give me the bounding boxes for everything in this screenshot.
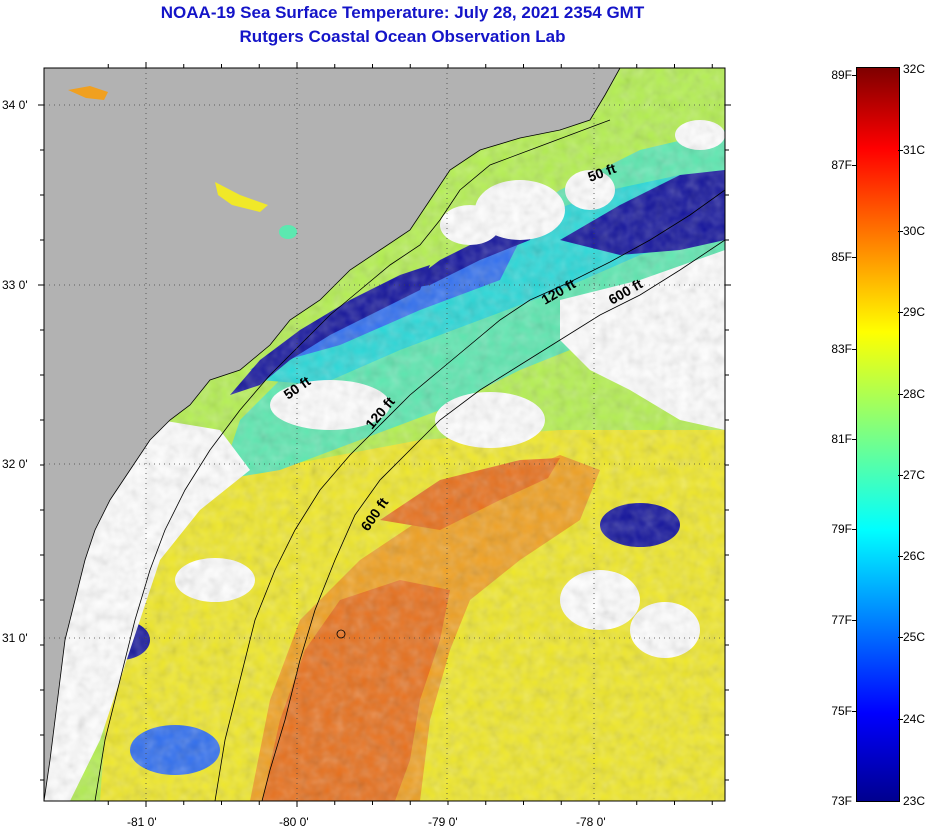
colorbar-tick (898, 556, 903, 557)
colorbar-tick (898, 637, 903, 638)
sst-map: 50 ft 120 ft 600 ft 50 ft 120 ft 600 ft … (2, 62, 731, 829)
colorbar-label-f: 75F (831, 704, 852, 718)
contour-50ft (94, 119, 611, 801)
lat-label: 32 0' (2, 457, 28, 471)
colorbar-label-f: 79F (831, 522, 852, 536)
colorbar-label-f: 81F (831, 432, 852, 446)
colorbar (856, 67, 900, 802)
colorbar-label-c: 26C (903, 549, 926, 563)
lat-label: 34 0' (2, 98, 28, 112)
colorbar-tick (898, 231, 903, 232)
lat-label: 31 0' (2, 631, 28, 645)
colorbar-label-c: 27C (903, 468, 926, 482)
colorbar-tick (852, 257, 857, 258)
inland-lake (279, 225, 297, 239)
colorbar-label-c: 24C (903, 712, 926, 726)
colorbar-tick (898, 312, 903, 313)
contour-600ft (261, 239, 725, 801)
map-subtitle: Rutgers Coastal Ocean Observation Lab (239, 27, 566, 46)
colorbar-tick (898, 475, 903, 476)
lake-marion (68, 86, 108, 100)
coastline (44, 68, 621, 801)
colorbar-label-c: 31C (903, 143, 926, 157)
colorbar-tick (852, 711, 857, 712)
axis-ticks (38, 62, 731, 807)
lat-label: 33 0' (2, 278, 28, 292)
map-title: NOAA-19 Sea Surface Temperature: July 28… (160, 3, 645, 22)
colorbar-tick (852, 439, 857, 440)
colorbar-label-c: 29C (903, 305, 926, 319)
colorbar-label-c: 28C (903, 387, 926, 401)
colorbar-gradient (857, 68, 899, 801)
colorbar-tick (898, 394, 903, 395)
colorbar-tick (852, 349, 857, 350)
contour-seamount (336, 629, 346, 639)
colorbar-label-c: 32C (903, 62, 926, 76)
lon-label: -81 0' (127, 815, 157, 829)
colorbar-tick (852, 620, 857, 621)
map-canvas: 50 ft 120 ft 600 ft 50 ft 120 ft 600 ft (44, 68, 725, 801)
map-frame (43, 67, 726, 802)
colorbar-label-f: 87F (831, 158, 852, 172)
colorbar-tick (898, 150, 903, 151)
contour-120ft (214, 189, 725, 801)
colorbar-label-c: 25C (903, 630, 926, 644)
colorbar-label-f: 89F (831, 68, 852, 82)
lon-label: -80 0' (279, 815, 309, 829)
colorbar-label-f: 85F (831, 250, 852, 264)
colorbar-tick (852, 165, 857, 166)
colorbar-label-c: 23C (903, 794, 926, 808)
land (44, 68, 620, 801)
inland-lake (215, 182, 268, 212)
colorbar-label-f: 77F (831, 613, 852, 627)
colorbar-label-f: 83F (831, 342, 852, 356)
colorbar-label-f: 73F (831, 794, 852, 808)
graticule (44, 68, 725, 801)
colorbar-tick (852, 75, 857, 76)
colorbar-tick (898, 719, 903, 720)
colorbar-label-c: 30C (903, 224, 926, 238)
colorbar-tick (852, 529, 857, 530)
lon-label: -79 0' (428, 815, 458, 829)
lon-label: -78 0' (576, 815, 606, 829)
